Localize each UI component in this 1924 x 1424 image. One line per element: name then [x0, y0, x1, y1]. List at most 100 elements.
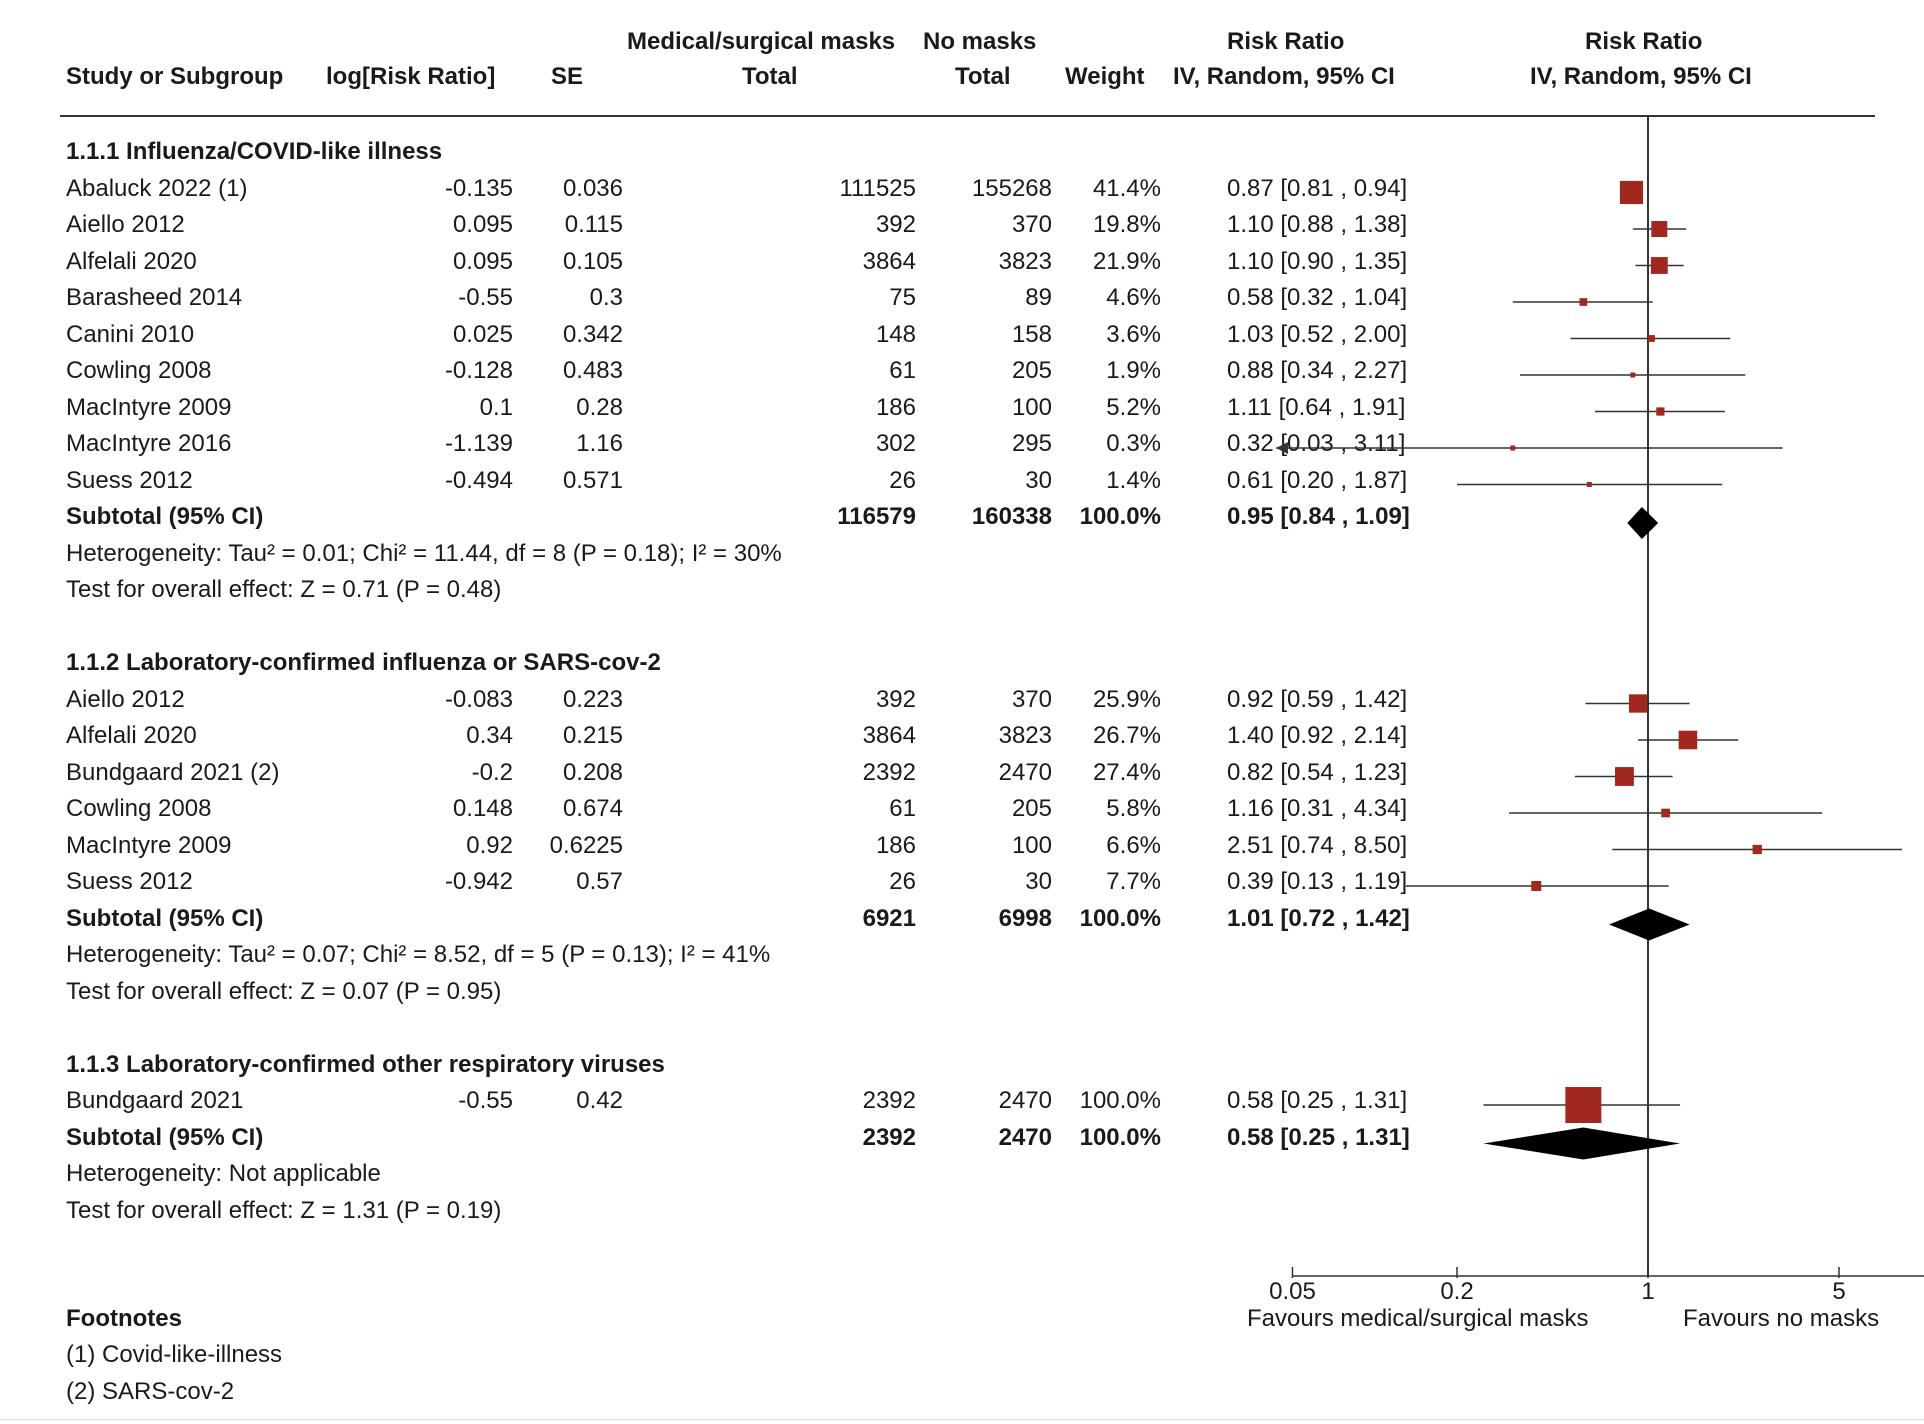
study-logrr: 0.095	[452, 211, 513, 238]
study-weight: 0.3%	[1106, 430, 1161, 457]
study-weight: 21.9%	[1092, 247, 1161, 275]
study-ci: 1.10 [0.90 , 1.35]	[1227, 247, 1408, 275]
study-se: 0.483	[562, 357, 623, 384]
study-se: 0.223	[562, 685, 623, 713]
study-total-nomasks: 295	[1011, 430, 1052, 457]
study-marker	[1656, 407, 1665, 416]
study-weight: 1.9%	[1106, 357, 1161, 384]
study-total-nomasks: 100	[1011, 393, 1052, 421]
header-logrr: log[Risk Ratio]	[326, 63, 496, 90]
header-rr-bottom: IV, Random, 95% CI	[1173, 63, 1395, 90]
study-logrr: -0.942	[444, 868, 513, 895]
study-total-masks: 26	[889, 466, 916, 494]
header-study: Study or Subgroup	[66, 63, 284, 90]
study-total-masks: 3864	[862, 722, 916, 749]
study-name: Canini 2010	[66, 320, 195, 348]
study-total-nomasks: 205	[1011, 795, 1052, 822]
study-name: Alfelali 2020	[66, 722, 197, 749]
study-logrr: 0.148	[452, 795, 513, 822]
study-name: Cowling 2008	[66, 357, 212, 384]
study-total-nomasks: 30	[1025, 466, 1052, 494]
study-se: 1.16	[576, 430, 623, 457]
study-logrr: -0.083	[444, 685, 513, 713]
subtotal-diamond	[1483, 1127, 1681, 1160]
study-name: MacIntyre 2016	[66, 430, 232, 457]
study-marker	[1510, 445, 1516, 451]
study-weight: 19.8%	[1092, 211, 1161, 238]
subtotal-total-masks: 2392	[862, 1123, 916, 1151]
study-total-nomasks: 2470	[998, 1087, 1052, 1114]
study-name: Aiello 2012	[66, 685, 185, 713]
study-name: Bundgaard 2021 (2)	[66, 758, 280, 786]
study-ci: 0.88 [0.34 , 2.27]	[1227, 357, 1408, 384]
study-marker	[1586, 482, 1592, 487]
subgroup-title: 1.1.3 Laboratory-confirmed other respira…	[66, 1050, 665, 1078]
study-name: Alfelali 2020	[66, 247, 197, 275]
footnote-1: (1) Covid-like-illness	[66, 1341, 283, 1368]
study-se: 0.036	[562, 174, 623, 202]
overall-effect-text: Test for overall effect: Z = 0.07 (P = 0…	[66, 977, 502, 1005]
study-weight: 27.4%	[1092, 758, 1161, 786]
x-tick-label: 0.2	[1440, 1278, 1474, 1305]
x-tick-label: 0.05	[1269, 1278, 1316, 1305]
header-rr-top: Risk Ratio	[1227, 28, 1345, 55]
subtotal-label: Subtotal (95% CI)	[66, 904, 264, 932]
subtotal-total-masks: 6921	[862, 904, 916, 932]
study-total-nomasks: 3823	[998, 247, 1052, 275]
subgroup-title: 1.1.2 Laboratory-confirmed influenza or …	[66, 649, 661, 676]
study-ci: 0.87 [0.81 , 0.94]	[1227, 174, 1408, 202]
study-logrr: 0.1	[479, 393, 513, 421]
header-rule	[60, 115, 1875, 117]
study-weight: 6.6%	[1106, 831, 1161, 859]
subtotal-total-masks: 116579	[837, 503, 916, 530]
study-logrr: -0.55	[458, 1087, 513, 1114]
study-marker	[1650, 257, 1668, 274]
study-se: 0.342	[562, 320, 623, 348]
study-weight: 3.6%	[1106, 320, 1161, 348]
study-logrr: -0.135	[444, 174, 513, 202]
study-total-nomasks: 205	[1011, 357, 1052, 384]
study-name: Aiello 2012	[66, 211, 185, 238]
study-logrr: 0.025	[452, 320, 513, 348]
study-ci: 0.58 [0.25 , 1.31]	[1227, 1087, 1408, 1114]
study-se: 0.105	[562, 247, 623, 275]
study-weight: 100.0%	[1079, 1087, 1161, 1114]
study-logrr: -0.494	[444, 466, 513, 494]
study-marker	[1752, 844, 1762, 855]
header-se: SE	[551, 63, 584, 90]
heterogeneity-text: Heterogeneity: Tau² = 0.01; Chi² = 11.44…	[66, 539, 782, 567]
bottom-border	[0, 1419, 1924, 1420]
x-tick-label: 5	[1832, 1278, 1846, 1305]
study-se: 0.571	[562, 466, 623, 494]
study-total-nomasks: 370	[1011, 211, 1052, 238]
heterogeneity-text: Heterogeneity: Not applicable	[66, 1160, 381, 1187]
study-total-nomasks: 100	[1011, 831, 1052, 859]
study-name: Bundgaard 2021	[66, 1087, 244, 1114]
study-total-nomasks: 30	[1025, 868, 1052, 895]
subtotal-ci: 1.01 [0.72 , 1.42]	[1227, 904, 1410, 932]
favours-left-label: Favours medical/surgical masks	[1247, 1305, 1589, 1332]
study-logrr: -0.55	[458, 284, 513, 311]
study-marker	[1565, 1087, 1602, 1123]
subtotal-label: Subtotal (95% CI)	[66, 1123, 264, 1151]
study-total-nomasks: 3823	[998, 722, 1052, 749]
study-marker	[1628, 694, 1648, 713]
header-plot-bottom: IV, Random, 95% CI	[1530, 63, 1752, 90]
study-ci: 0.32 [0.03 , 3.11]	[1227, 430, 1406, 457]
study-marker	[1678, 730, 1698, 750]
study-ci: 1.11 [0.64 , 1.91]	[1227, 393, 1406, 421]
study-total-masks: 61	[889, 795, 916, 822]
subtotal-total-nomasks: 2470	[998, 1123, 1052, 1151]
study-se: 0.42	[576, 1087, 623, 1114]
study-weight: 1.4%	[1106, 466, 1161, 494]
subtotal-diamond	[1627, 507, 1659, 539]
study-logrr: -1.139	[444, 430, 513, 457]
footnotes-title: Footnotes	[66, 1305, 182, 1332]
study-total-nomasks: 158	[1011, 320, 1052, 348]
study-marker	[1615, 767, 1634, 786]
overall-effect-text: Test for overall effect: Z = 1.31 (P = 0…	[66, 1196, 502, 1224]
header-weight: Weight	[1065, 63, 1145, 90]
study-logrr: 0.34	[466, 722, 513, 749]
study-se: 0.115	[564, 211, 623, 238]
study-ci: 1.40 [0.92 , 2.14]	[1227, 722, 1408, 749]
